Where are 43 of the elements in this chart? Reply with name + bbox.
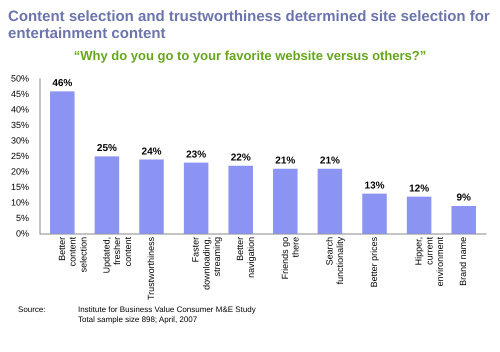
x-tick-label: Trustworthiness (146, 236, 156, 300)
y-tick-label: 45% (11, 88, 30, 99)
data-label: 24% (142, 146, 162, 158)
text: Institute for Business Value Consumer M&E Study (78, 305, 256, 315)
y-tick-label: 25% (11, 150, 30, 161)
data-label: 12% (409, 183, 430, 194)
x-tick-label: Brand name (458, 236, 468, 286)
y-tick-label: 10% (11, 197, 30, 208)
data-label: 9% (456, 192, 472, 204)
bar (318, 168, 342, 234)
bar (94, 156, 120, 234)
y-tick-label: 0% (16, 228, 30, 238)
data-label: 46% (52, 78, 72, 90)
y-tick-label: 15% (11, 182, 30, 192)
x-tick-label: Better content selection (56, 236, 88, 272)
x-tick-label: Friends go there (280, 236, 301, 280)
chart-title: Content selection and trustworthiness determined site selection for entertainment content (8, 8, 491, 42)
bar (50, 91, 75, 234)
data-label: 13% (364, 180, 385, 192)
data-label: 25% (96, 143, 118, 154)
bar (406, 196, 432, 234)
bar (139, 160, 164, 234)
y-tick-label: 20% (11, 166, 30, 176)
data-label: 21% (275, 156, 296, 167)
bar (362, 194, 387, 234)
bar (184, 162, 208, 234)
text: Total sample size 898; April, 2007 (78, 315, 198, 325)
x-tick-label: Better prices (368, 236, 379, 288)
source-note: Source: (17, 305, 47, 316)
data-label: 23% (186, 149, 206, 160)
data-label: 21% (320, 156, 340, 167)
x-tick-label: Faster downloading, streaming (190, 236, 222, 290)
bar (273, 168, 298, 234)
x-tick-label: Hipper, current environment (414, 236, 446, 286)
y-tick-label: 30% (11, 135, 30, 146)
chart-subtitle: “Why do you go to your favorite website versus others?” (72, 48, 428, 63)
bar (451, 206, 476, 234)
bar (228, 166, 253, 234)
y-tick-label: 35% (11, 120, 30, 130)
data-label: 22% (230, 152, 251, 164)
y-tick-label: 50% (11, 73, 30, 84)
y-tick-label: 40% (11, 104, 30, 114)
y-tick-label: 5% (16, 212, 30, 223)
